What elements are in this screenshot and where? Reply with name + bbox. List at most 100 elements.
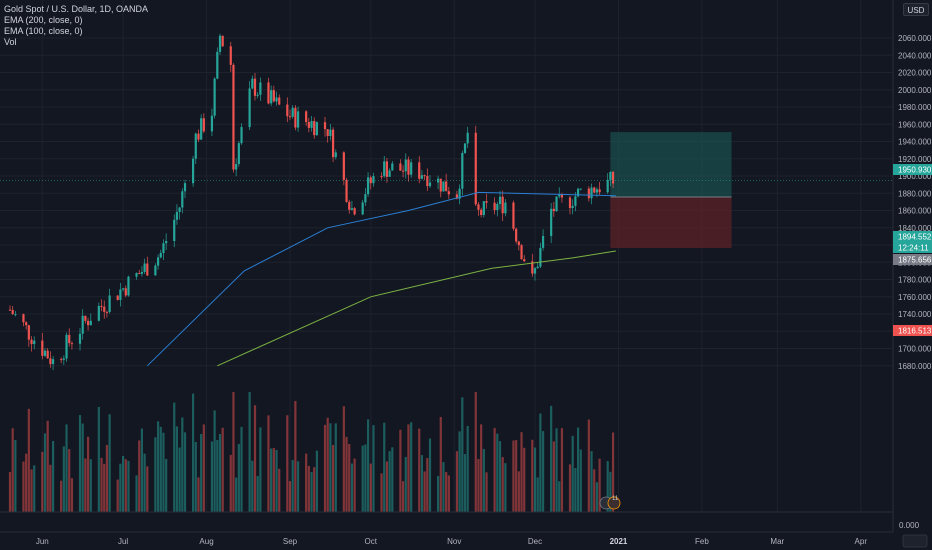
candle-body — [296, 111, 300, 128]
position-zones[interactable] — [610, 132, 732, 249]
candle-body — [116, 295, 119, 300]
candle-body — [426, 176, 429, 187]
volume-bar — [275, 449, 278, 512]
volume-bar — [248, 392, 251, 512]
candle-body — [154, 265, 157, 276]
price-tick-label: 1900.000 — [898, 172, 932, 181]
target-price-label: 1950.930 — [893, 164, 932, 175]
candle-body — [388, 170, 391, 177]
candle-body — [49, 358, 52, 365]
candle-body — [65, 334, 68, 359]
symbol-title[interactable]: Gold Spot / U.S. Dollar, 1D, OANDA — [4, 4, 149, 14]
candle-body — [288, 116, 292, 118]
volume-bar — [202, 424, 205, 512]
candle-body — [307, 122, 310, 128]
volume-bar — [334, 423, 337, 512]
volume-bar — [420, 455, 424, 512]
ema100-legend[interactable]: EMA (100, close, 0) — [4, 26, 83, 36]
candle-body — [466, 132, 469, 144]
candle-body — [135, 273, 138, 277]
candle-body — [146, 263, 149, 276]
chart-legend: Gold Spot / U.S. Dollar, 1D, OANDA EMA (… — [4, 4, 148, 48]
volume-legend[interactable]: Vol — [4, 37, 17, 47]
volume-bar — [22, 461, 25, 512]
candle-body — [291, 107, 294, 117]
price-tick-label: 1740.000 — [898, 310, 932, 319]
candle-body — [404, 159, 407, 172]
currency-button[interactable]: USD — [903, 3, 929, 16]
volume-bar — [383, 422, 386, 512]
candle-body — [156, 257, 160, 266]
earnings-marker[interactable]: 11 — [599, 496, 621, 510]
volume-bars — [8, 392, 615, 512]
candle-body — [372, 176, 375, 184]
time-tick-label: 2021 — [610, 537, 628, 546]
time-zone-icon[interactable] — [902, 534, 928, 548]
volume-bar — [200, 433, 203, 512]
candle-body — [221, 35, 224, 47]
candle-body — [445, 181, 448, 192]
volume-bar — [78, 415, 82, 512]
candle-body — [533, 268, 537, 274]
volume-bar — [331, 444, 335, 512]
volume-bar — [520, 432, 523, 512]
volume-bar — [256, 476, 259, 512]
volume-bar — [165, 458, 168, 512]
candle-body — [41, 340, 44, 356]
volume-bar — [270, 448, 273, 512]
volume-bar — [307, 465, 310, 512]
volume-bar — [191, 393, 195, 512]
candle-body — [326, 129, 329, 137]
candle-body — [399, 163, 402, 171]
price-labels: 1950.930 1894.552 12:24:11 1875.656 1816… — [893, 164, 932, 336]
volume-bar — [267, 415, 270, 512]
candle-body — [536, 266, 539, 269]
volume-bar — [89, 459, 92, 512]
candle-body — [251, 78, 254, 89]
volume-bar — [498, 441, 502, 512]
price-tick-label: 1700.000 — [898, 345, 932, 354]
volume-bar — [461, 397, 464, 512]
volume-bar — [183, 432, 187, 512]
candle-body — [560, 194, 564, 198]
volume-bar — [8, 472, 12, 512]
candle-body — [593, 187, 596, 193]
candle-body — [194, 133, 197, 159]
volume-bar — [146, 466, 149, 512]
volume-bar — [426, 458, 429, 512]
candle-body — [235, 164, 238, 170]
candle-body — [84, 315, 87, 321]
candle-body — [539, 247, 542, 267]
candle-body — [202, 118, 205, 132]
time-axis[interactable]: Jun Jul Aug Sep Oct Nov Dec 2021 Feb Mar Apr — [36, 537, 867, 546]
candle-body — [253, 78, 257, 96]
candle-body — [512, 202, 515, 229]
volume-bar — [70, 478, 74, 512]
volume-bar — [315, 450, 319, 512]
volume-bar — [100, 457, 103, 512]
candle-body — [286, 104, 289, 117]
candle-body — [401, 170, 405, 172]
volume-bar — [536, 477, 539, 512]
ema200-line — [217, 250, 616, 367]
candle-body — [558, 194, 561, 197]
candle-body — [501, 196, 504, 214]
volume-bar — [579, 449, 582, 512]
svg-text:12:24:11: 12:24:11 — [898, 244, 929, 253]
candle-body — [97, 305, 100, 321]
volume-bar — [310, 471, 313, 512]
price-tick-label: 1960.000 — [898, 120, 932, 129]
candle-body — [590, 187, 593, 199]
volume-bar — [140, 428, 144, 512]
candle-body — [310, 121, 313, 128]
volume-bar — [210, 441, 214, 512]
candle-body — [51, 359, 55, 365]
volume-bar — [458, 431, 461, 512]
candle-body — [33, 340, 36, 345]
time-tick-label: Jun — [36, 537, 49, 546]
volume-bar — [286, 415, 289, 512]
ema200-legend[interactable]: EMA (200, close, 0) — [4, 15, 83, 25]
candle-body — [463, 143, 467, 153]
volume-bar — [445, 472, 448, 512]
